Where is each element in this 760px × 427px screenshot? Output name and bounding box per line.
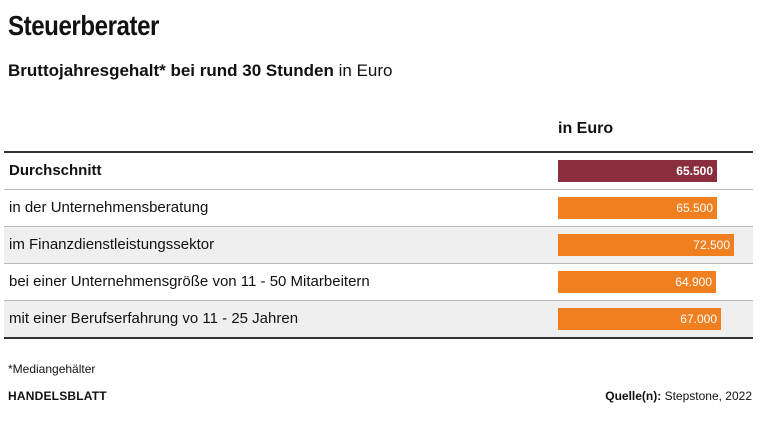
- bar-value-label: 72.500: [693, 238, 730, 252]
- column-header: in Euro: [558, 120, 614, 137]
- bar: 65.500: [558, 197, 717, 219]
- table-row: im Finanzdienstleistungssektor 72.500: [4, 227, 753, 264]
- table-row: in der Unternehmensberatung 65.500: [4, 190, 753, 227]
- table-row: bei einer Unternehmensgröße von 11 - 50 …: [4, 264, 753, 301]
- row-label: Durchschnitt: [9, 162, 102, 179]
- table-row: Durchschnitt 65.500: [4, 151, 753, 190]
- subtitle-unit: in Euro: [338, 61, 393, 80]
- brand-logo-text: HANDELSBLATT: [8, 389, 107, 403]
- chart-subtitle: Bruttojahresgehalt* bei rund 30 Stunden …: [8, 61, 392, 81]
- table-row: mit einer Berufserfahrung vo 11 - 25 Jah…: [4, 301, 753, 339]
- subtitle-bold: Bruttojahresgehalt* bei rund 30 Stunden: [8, 61, 334, 80]
- source-label: Quelle(n):: [605, 389, 662, 403]
- row-label: im Finanzdienstleistungssektor: [9, 236, 215, 253]
- row-label: mit einer Berufserfahrung vo 11 - 25 Jah…: [9, 310, 299, 327]
- bar-value-label: 67.000: [680, 312, 717, 326]
- chart-title: Steuerberater: [8, 10, 160, 41]
- row-label: bei einer Unternehmensgröße von 11 - 50 …: [9, 273, 370, 290]
- footnote: *Mediangehälter: [8, 362, 96, 376]
- bar: 64.900: [558, 271, 716, 293]
- bar: 67.000: [558, 308, 721, 330]
- bar: 72.500: [558, 234, 734, 256]
- source-note: Quelle(n): Stepstone, 2022: [605, 389, 752, 403]
- source-text: Stepstone, 2022: [664, 389, 752, 403]
- bar-value-label: 64.900: [675, 275, 712, 289]
- bar-table: Durchschnitt 65.500 in der Unternehmensber…: [4, 151, 753, 339]
- bar-value-label: 65.500: [676, 164, 713, 178]
- row-label: in der Unternehmensberatung: [9, 199, 209, 216]
- bar-value-label: 65.500: [676, 201, 713, 215]
- bar: 65.500: [558, 160, 717, 182]
